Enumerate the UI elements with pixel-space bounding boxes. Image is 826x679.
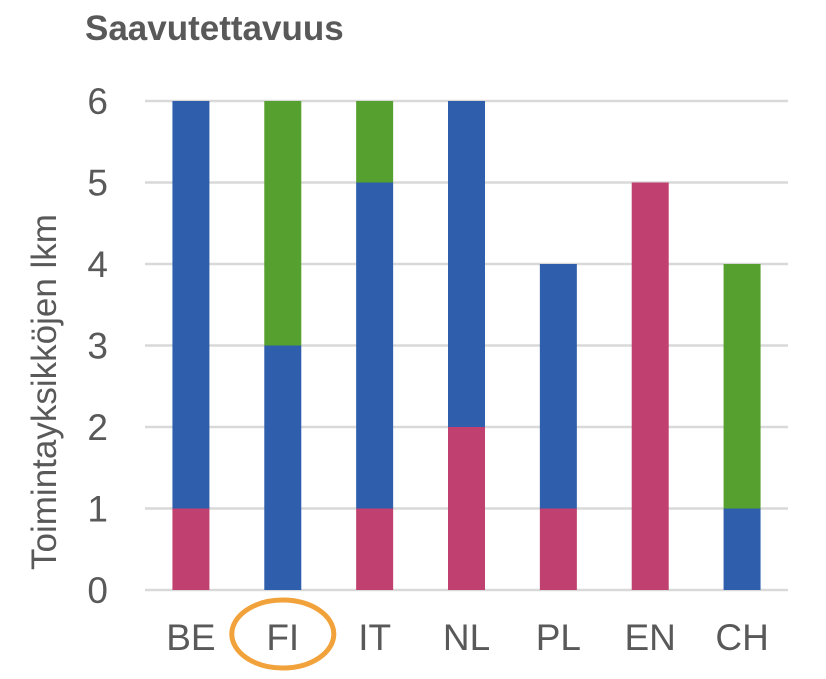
y-tick-label: 3: [87, 326, 108, 367]
bar-segment-be-s1: [172, 508, 210, 590]
x-tick-label-be: BE: [166, 617, 215, 658]
bar-segment-pl-s2: [539, 264, 577, 509]
x-tick-label-pl: PL: [536, 617, 581, 658]
y-axis-label: Toimintayksikköjen lkm: [25, 214, 64, 570]
bar-segment-it-s3: [356, 101, 394, 183]
y-tick-label: 5: [87, 163, 108, 204]
chart-title: Saavutettavuus: [85, 9, 344, 48]
bar-segment-nl-s1: [448, 427, 485, 590]
y-tick-label: 1: [87, 489, 108, 530]
highlight-ellipse: [229, 597, 337, 671]
x-tick-label-en: EN: [625, 617, 676, 658]
highlight-annotation: [229, 597, 337, 671]
bar-segment-pl-s1: [539, 508, 577, 590]
y-tick-label: 2: [87, 407, 108, 448]
bar-segment-nl-s2: [448, 101, 485, 427]
x-tick-label-fi: FI: [266, 617, 299, 658]
y-tick-label: 4: [87, 244, 108, 285]
bar-segment-en-s1: [631, 182, 669, 590]
y-tick-label: 0: [87, 570, 108, 611]
y-tick-label: 6: [87, 81, 108, 122]
bar-segment-be-s2: [172, 101, 210, 509]
bar-segment-it-s2: [356, 182, 394, 509]
x-tick-label-ch: CH: [715, 617, 768, 658]
bar-segment-ch-s2: [723, 508, 761, 590]
x-tick-label-it: IT: [358, 617, 391, 658]
bar-segment-it-s1: [356, 508, 394, 590]
y-tick-labels: 0 1 2 3 4 5 6: [87, 81, 108, 611]
x-tick-label-nl: NL: [443, 617, 490, 658]
bar-segment-fi-s2: [264, 345, 302, 590]
bar-segment-ch-s3: [723, 264, 761, 509]
bar-segment-fi-s3: [264, 101, 302, 346]
x-tick-labels: BE FI IT NL PL EN CH: [166, 617, 769, 658]
bars: [172, 101, 761, 590]
